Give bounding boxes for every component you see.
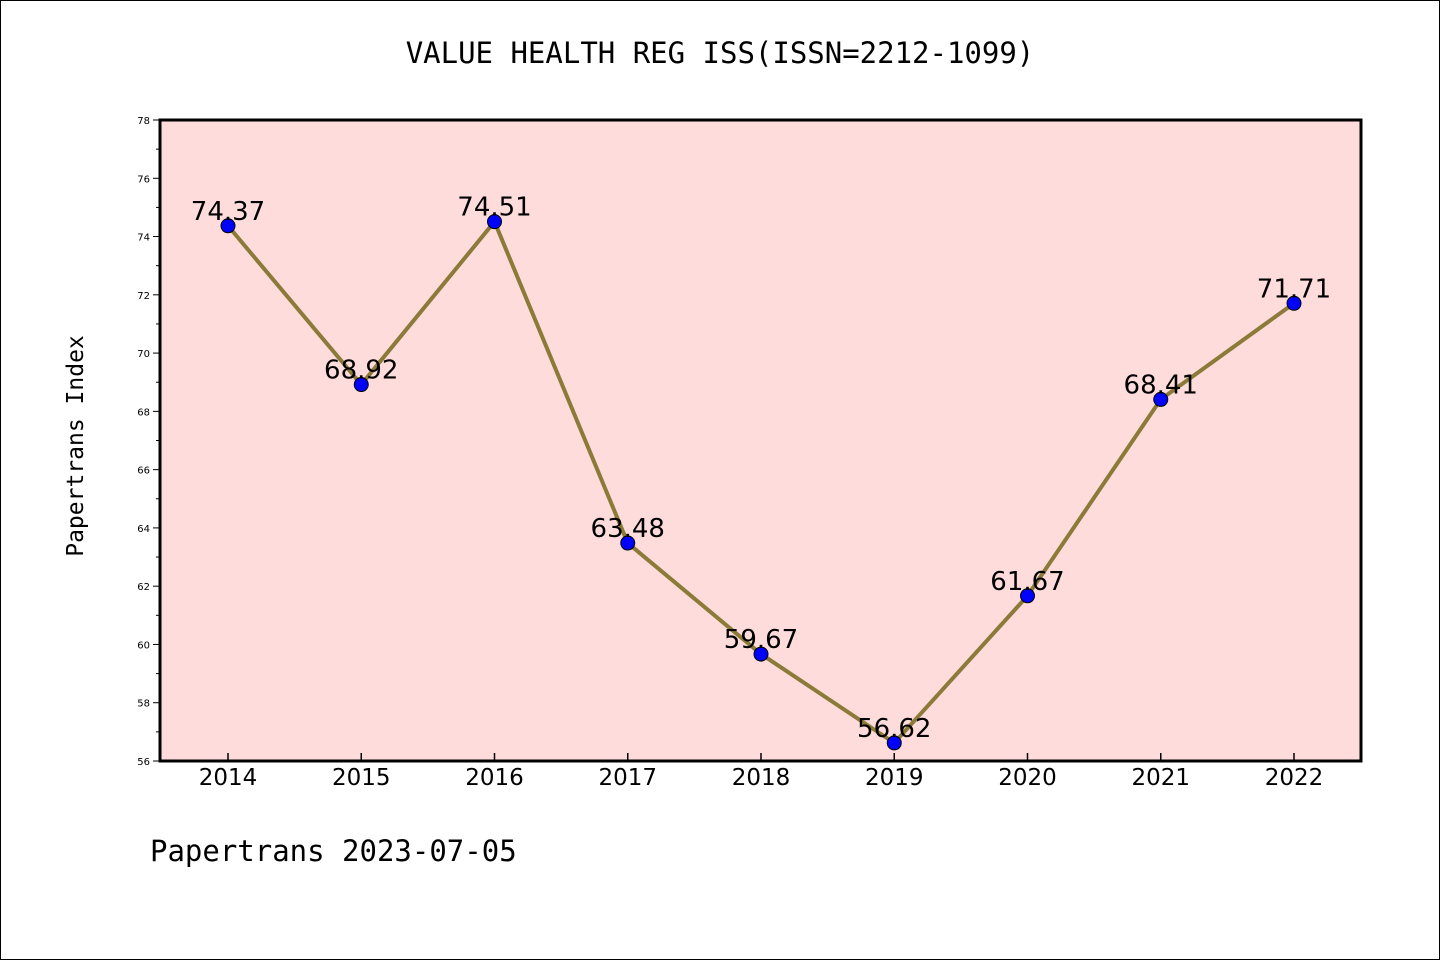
plot-area: [158, 118, 1363, 763]
data-label: 56.62: [857, 714, 931, 744]
y-tick-label: 76: [137, 174, 150, 185]
y-tick-label: 68: [137, 407, 150, 418]
x-tick-label: 2016: [465, 765, 524, 791]
data-label: 59.67: [724, 625, 798, 655]
y-tick-label: 78: [137, 116, 150, 127]
y-tick-label: 72: [137, 291, 150, 302]
chart-title: VALUE HEALTH REG ISS(ISSN=2212-1099): [405, 36, 1035, 70]
y-tick-label: 62: [137, 582, 150, 593]
data-label: 68.41: [1124, 370, 1198, 400]
y-tick-label: 64: [137, 524, 150, 535]
data-label: 74.51: [457, 193, 531, 223]
y-tick-label: 70: [137, 349, 150, 360]
y-tick-label: 56: [137, 757, 150, 768]
data-point: [620, 535, 636, 551]
x-tick-label: 2015: [332, 765, 391, 791]
data-label: 68.92: [324, 356, 398, 386]
data-point: [886, 735, 902, 751]
data-point: [353, 377, 369, 393]
x-tick-label: 2022: [1265, 765, 1324, 791]
series-layer: 74.37 68.92 74.51 63.48 59.67 56.62 61.67 68.41…: [191, 193, 1331, 751]
y-tick-label: 74: [137, 233, 150, 244]
data-point: [1153, 391, 1169, 407]
x-tick-label: 2017: [598, 765, 657, 791]
footer-text: Papertrans 2023-07-05: [150, 834, 517, 868]
data-point: [1286, 295, 1302, 311]
data-point: [753, 646, 769, 662]
x-axis: 2014 2015 2016 2017 2018 2019 2020 2021 2022: [199, 753, 1324, 791]
x-tick-label: 2018: [732, 765, 791, 791]
data-label: 71.71: [1257, 274, 1331, 304]
data-label: 74.37: [191, 197, 265, 227]
y-tick-label: 66: [137, 466, 150, 477]
x-tick-label: 2020: [998, 765, 1057, 791]
data-point: [1020, 588, 1035, 604]
y-tick-label: 60: [137, 640, 150, 651]
x-tick-label: 2019: [865, 765, 924, 791]
x-tick-label: 2021: [1131, 765, 1190, 791]
x-tick-label: 2014: [199, 765, 258, 791]
data-label: 61.67: [990, 567, 1064, 597]
y-tick-label: 58: [137, 699, 150, 710]
data-point: [487, 214, 502, 230]
y-axis: 56 58 60 62 64 66 68 70 72 74 76 78: [137, 116, 160, 768]
data-point: [220, 218, 236, 234]
data-label: 63.48: [591, 514, 665, 544]
